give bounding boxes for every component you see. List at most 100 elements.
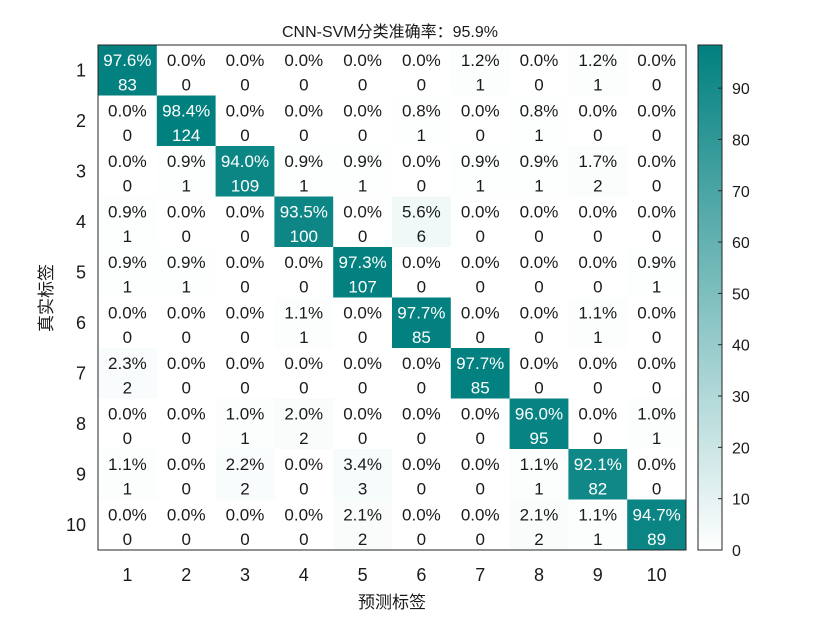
- cell-count-label: 1: [652, 277, 661, 296]
- cell-fill: [509, 196, 569, 248]
- heatmap-cell: 0.0% 0: [215, 196, 275, 248]
- cell-fill: [392, 499, 452, 551]
- heatmap-cell: 1.7% 2: [568, 146, 628, 197]
- cell-count-label: 0: [534, 277, 543, 296]
- heatmap-cell: 5.6% 6: [392, 196, 452, 248]
- cell-fill: [274, 449, 334, 500]
- cell-fill: [392, 146, 452, 197]
- cell-count-label: 0: [358, 227, 367, 246]
- cell-count-label: 1: [123, 479, 132, 498]
- cell-count-label: 0: [240, 378, 249, 397]
- cell-fill: [274, 348, 334, 399]
- heatmap-cell: 0.0% 0: [568, 95, 628, 147]
- cell-fill: [156, 348, 217, 399]
- heatmap-cell: 0.0% 0: [627, 45, 687, 96]
- cell-fill: [627, 146, 687, 197]
- cell-percent-label: 0.0%: [167, 506, 206, 525]
- cell-fill: [98, 398, 158, 450]
- cell-percent-label: 0.8%: [402, 102, 441, 121]
- cell-percent-label: 0.0%: [637, 102, 676, 121]
- x-tick-label: 3: [240, 565, 250, 585]
- cell-percent-label: 0.0%: [108, 506, 147, 525]
- heatmap-cell: 0.0% 0: [392, 45, 452, 96]
- heatmap-cell: 1.2% 1: [450, 45, 511, 96]
- cell-percent-label: 0.9%: [108, 253, 147, 272]
- cell-count-label: 2: [240, 479, 249, 498]
- cell-count-label: 1: [475, 75, 484, 94]
- cell-percent-label: 0.0%: [167, 455, 206, 474]
- cell-count-label: 0: [123, 328, 132, 347]
- cell-fill: [274, 499, 334, 551]
- cell-percent-label: 0.0%: [167, 51, 206, 70]
- heatmap-cell: 0.0% 0: [450, 196, 511, 248]
- heatmap-cell: 0.0% 0: [392, 247, 452, 298]
- heatmap-cell: 94.7% 89: [627, 499, 687, 551]
- cell-fill: [568, 398, 628, 450]
- cell-count-label: 0: [240, 75, 249, 94]
- cell-percent-label: 1.2%: [461, 51, 500, 70]
- cell-percent-label: 0.0%: [461, 506, 500, 525]
- heatmap-cell: 0.0% 0: [450, 247, 511, 298]
- cell-fill: [509, 95, 569, 147]
- cell-count-label: 0: [358, 328, 367, 347]
- cell-percent-label: 1.0%: [226, 405, 265, 424]
- colorbar-ticks: 0 10 20 30 40 50 60 70 80 90: [718, 81, 750, 560]
- cell-fill: [98, 95, 158, 147]
- cell-count-label: 0: [358, 378, 367, 397]
- cell-count-label: 1: [181, 277, 190, 296]
- heatmap-cell: 1.2% 1: [568, 45, 628, 96]
- heatmap-cell: 97.7% 85: [392, 297, 452, 349]
- heatmap-cell: 0.0% 0: [156, 449, 217, 500]
- cell-fill: [333, 196, 393, 248]
- heatmap-cell: 97.6% 83: [98, 45, 158, 96]
- heatmap-cells: 97.6%830.0%00.0%00.0%00.0%00.0%01.2%10.0…: [98, 45, 687, 551]
- cell-percent-label: 0.0%: [461, 304, 500, 323]
- colorbar-tick-label: 10: [732, 492, 750, 509]
- heatmap-cell: 97.7% 85: [450, 348, 511, 399]
- y-tick-labels: 1 2 3 4 5 6 7 8 9 10: [66, 60, 86, 535]
- cell-count-label: 1: [652, 429, 661, 448]
- cell-percent-label: 0.0%: [284, 102, 323, 121]
- cell-fill: [98, 348, 158, 399]
- heatmap-cell: 98.4% 124: [156, 95, 217, 147]
- heatmap-cell: 0.0% 0: [156, 398, 217, 450]
- cell-percent-label: 0.0%: [637, 304, 676, 323]
- heatmap-cell: 0.0% 0: [156, 348, 217, 399]
- cell-count-label: 0: [299, 479, 308, 498]
- cell-fill: [156, 146, 217, 197]
- heatmap-cell: 2.1% 2: [509, 499, 569, 551]
- cell-fill: [450, 45, 511, 96]
- cell-fill: [568, 146, 628, 197]
- heatmap-cell: 0.0% 0: [627, 348, 687, 399]
- heatmap-cell: 0.0% 0: [333, 398, 393, 450]
- cell-fill: [333, 95, 393, 147]
- cell-percent-label: 0.9%: [108, 203, 147, 222]
- cell-fill: [568, 499, 628, 551]
- cell-percent-label: 0.0%: [108, 405, 147, 424]
- cell-fill: [156, 398, 217, 450]
- cell-fill: [627, 398, 687, 450]
- cell-percent-label: 0.0%: [108, 102, 147, 121]
- heatmap-cell: 0.0% 0: [156, 196, 217, 248]
- cell-fill: [156, 247, 217, 298]
- y-tick-label: 8: [76, 414, 86, 434]
- heatmap-cell: 3.4% 3: [333, 449, 393, 500]
- cell-percent-label: 0.9%: [461, 152, 500, 171]
- cell-count-label: 0: [181, 75, 190, 94]
- cell-fill: [333, 45, 393, 96]
- y-tick-label: 6: [76, 313, 86, 333]
- heatmap-cell: 0.9% 1: [450, 146, 511, 197]
- cell-percent-label: 0.0%: [637, 152, 676, 171]
- cell-count-label: 1: [181, 176, 190, 195]
- x-axis-label: 预测标签: [358, 593, 426, 612]
- cell-fill: [333, 146, 393, 197]
- cell-percent-label: 97.6%: [103, 51, 151, 70]
- cell-count-label: 0: [475, 277, 484, 296]
- cell-percent-label: 0.0%: [578, 253, 617, 272]
- cell-percent-label: 1.1%: [520, 455, 559, 474]
- cell-fill: [215, 247, 275, 298]
- cell-percent-label: 0.0%: [402, 51, 441, 70]
- x-tick-label: 9: [593, 565, 603, 585]
- cell-count-label: 1: [534, 176, 543, 195]
- cell-percent-label: 2.0%: [284, 405, 323, 424]
